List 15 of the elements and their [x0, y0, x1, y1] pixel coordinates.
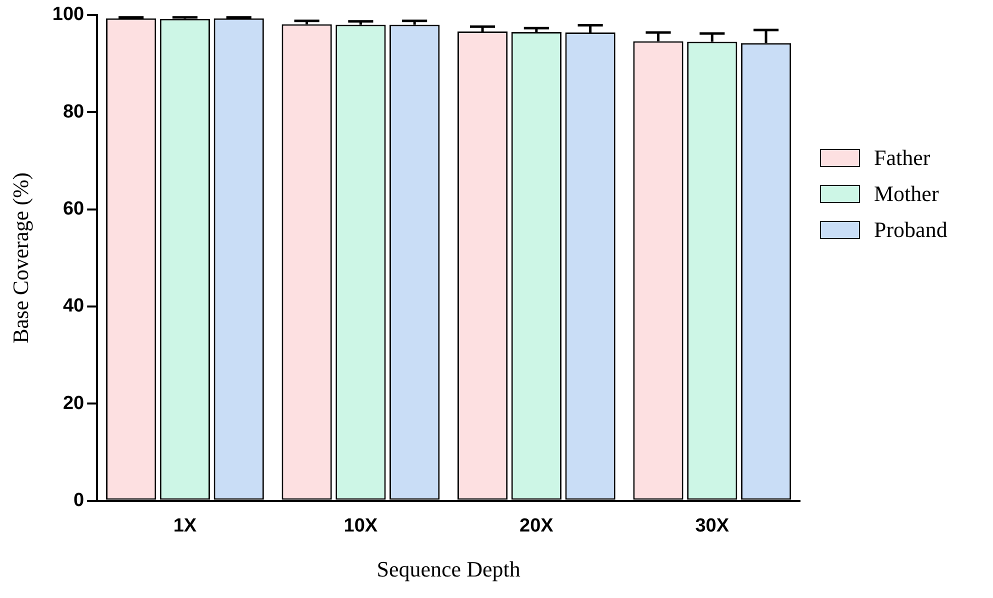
y-tick-label: 100	[52, 4, 84, 26]
x-tick-label: 1X	[173, 515, 197, 536]
x-tick-label: 30X	[695, 515, 730, 536]
y-tick-label: 80	[62, 101, 84, 122]
text: Father	[874, 145, 930, 171]
y-tick-label: 60	[62, 198, 84, 220]
x-tick-label: 20X	[520, 515, 554, 536]
y-tick-label: 0	[74, 490, 84, 512]
x-tick-label: 10X	[344, 515, 378, 536]
legend-label: Mother	[874, 181, 939, 207]
legend-label: Proband	[874, 217, 948, 243]
y-tick-label: 20	[62, 392, 84, 414]
y-axis-title: Base Coverage (%)	[8, 172, 33, 344]
x-axis-title: Sequence Depth	[376, 556, 520, 582]
y-tick-label: 40	[62, 296, 84, 317]
